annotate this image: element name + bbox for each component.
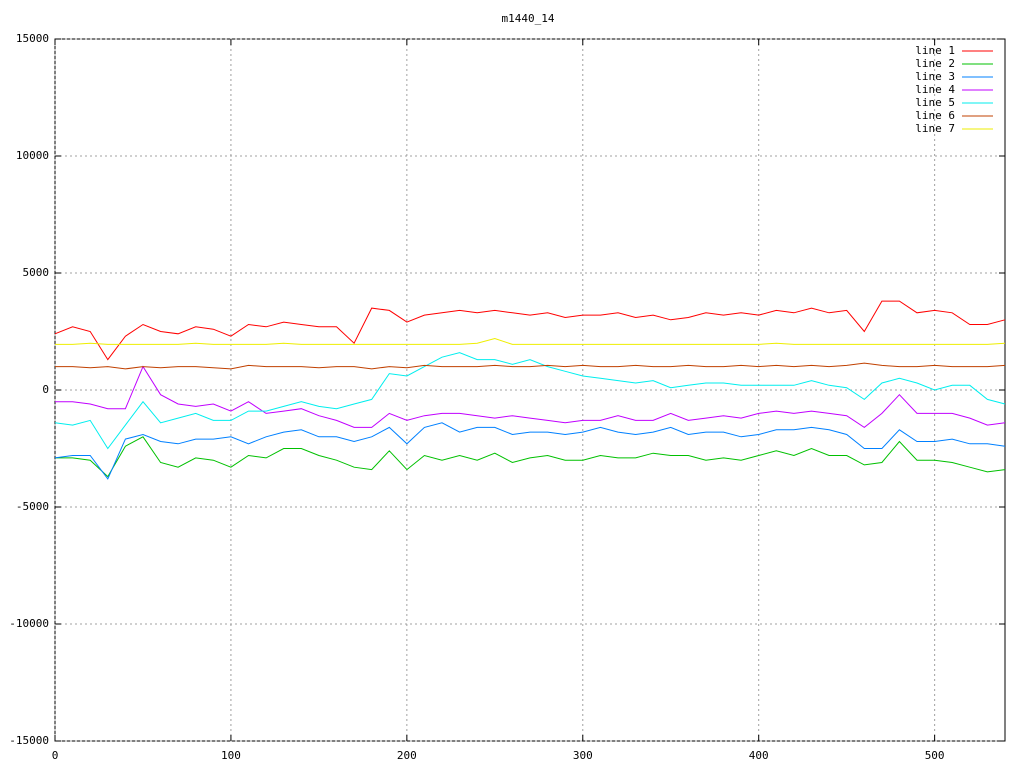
series-line (55, 337, 1006, 345)
legend-label: line 2 (915, 57, 955, 70)
legend-label: line 3 (915, 70, 955, 83)
legend-label: line 5 (915, 96, 955, 109)
y-tick-label: -10000 (9, 617, 49, 630)
y-tick-label: 5000 (23, 266, 50, 279)
y-tick-label: 15000 (16, 32, 49, 45)
x-tick-label: 200 (397, 749, 417, 762)
y-tick-label: 0 (42, 383, 49, 396)
legend-label: line 1 (915, 44, 955, 57)
x-tick-label: 100 (221, 749, 241, 762)
y-tick-label: 10000 (16, 149, 49, 162)
legend-label: line 7 (915, 122, 955, 135)
series-line (54, 352, 1006, 450)
legend-label: line 6 (915, 109, 955, 122)
x-tick-label: 0 (52, 749, 59, 762)
y-tick-label: -15000 (9, 734, 49, 747)
series-line (55, 365, 1006, 429)
series-line (55, 436, 1006, 478)
chart-title: m1440_14 (502, 12, 555, 25)
series-line (55, 362, 1006, 370)
x-tick-label: 500 (925, 749, 945, 762)
x-tick-label: 300 (573, 749, 593, 762)
legend-label: line 4 (915, 83, 955, 96)
y-tick-label: -5000 (16, 500, 49, 513)
series-line (54, 422, 1006, 480)
x-tick-label: 400 (749, 749, 769, 762)
series-line (54, 300, 1006, 361)
